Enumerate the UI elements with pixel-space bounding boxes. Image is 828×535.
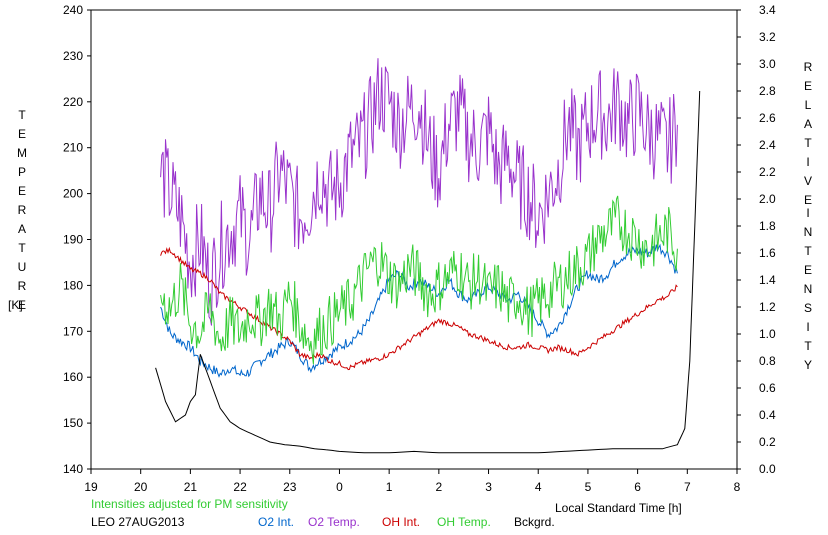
left-tick-label: 220: [63, 95, 83, 109]
right-axis-ticks: 0.0 0.2 0.4 0.6 0.8 1.0 1.2 1.4 1.6 1.8 2.0 2.2 2.4 2…: [737, 3, 776, 476]
left-tick-label: 140: [63, 462, 83, 476]
x-axis-label: Local Standard Time [h]: [555, 501, 682, 515]
left-tick-label: 190: [63, 233, 83, 247]
series-line-bckgrd: [155, 90, 701, 454]
left-axis-ticks: 140 150 160 170 180 190 200 210 220 230 240: [63, 3, 91, 476]
right-tick-label: 1.6: [759, 246, 776, 260]
series-line-oh-int: [160, 246, 678, 371]
right-tick-label: 3.4: [759, 3, 776, 17]
right-tick-label: 2.0: [759, 192, 776, 206]
right-tick-label: 0.4: [759, 408, 776, 422]
x-tick-label: 7: [684, 480, 691, 494]
legend-item: OH Temp.: [437, 515, 491, 529]
right-axis-label-relative: R E L A T I V E: [803, 60, 813, 207]
left-axis-unit: [K]: [8, 298, 23, 312]
x-tick-label: 19: [84, 480, 98, 494]
left-axis-label: T E M P E R A T U R E: [17, 108, 27, 312]
right-tick-label: 1.4: [759, 273, 776, 287]
right-tick-label: 2.6: [759, 111, 776, 125]
x-tick-label: 2: [436, 480, 443, 494]
x-tick-label: 20: [134, 480, 148, 494]
x-tick-label: 8: [734, 480, 741, 494]
legend-item: O2 Int.: [258, 515, 294, 529]
left-tick-label: 230: [63, 49, 83, 63]
right-tick-label: 2.2: [759, 165, 776, 179]
plot-frame: [90, 9, 738, 470]
legend: O2 Int. O2 Temp. OH Int. OH Temp. Bckgrd.: [258, 515, 555, 529]
right-tick-label: 0.2: [759, 435, 776, 449]
x-tick-label: 6: [634, 480, 641, 494]
x-tick-label: 22: [233, 480, 247, 494]
x-tick-label: 3: [485, 480, 492, 494]
right-tick-label: 2.4: [759, 138, 776, 152]
right-tick-label: 0.6: [759, 381, 776, 395]
right-axis-label-intensity: I N T E N S I T Y: [803, 206, 813, 372]
right-tick-label: 1.0: [759, 327, 776, 341]
x-tick-label: 4: [535, 480, 542, 494]
left-tick-label: 240: [63, 3, 83, 17]
x-tick-label: 23: [283, 480, 297, 494]
x-tick-label: 5: [585, 480, 592, 494]
x-tick-label: 21: [184, 480, 198, 494]
x-tick-label: 1: [386, 480, 393, 494]
series-line-o2-temp: [160, 58, 678, 326]
station-label: LEO 27AUG2013: [91, 515, 185, 529]
left-tick-label: 160: [63, 370, 83, 384]
left-tick-label: 200: [63, 187, 83, 201]
legend-item: Bckgrd.: [514, 515, 555, 529]
right-tick-label: 2.8: [759, 84, 776, 98]
right-tick-label: 3.0: [759, 57, 776, 71]
legend-item: OH Int.: [382, 515, 420, 529]
legend-item: O2 Temp.: [308, 515, 360, 529]
series-line-oh-temp: [160, 195, 678, 365]
x-axis-ticks: 19 20 21 22 23 0 1 2 3 4 5 6 7 8: [84, 469, 741, 494]
right-tick-label: 0.8: [759, 354, 776, 368]
right-tick-label: 1.8: [759, 219, 776, 233]
note-label: Intensities adjusted for PM sensitivity: [91, 497, 288, 511]
x-tick-label: 0: [336, 480, 343, 494]
series-layer: [155, 58, 701, 454]
left-tick-label: 210: [63, 141, 83, 155]
left-tick-label: 150: [63, 416, 83, 430]
right-tick-label: 3.2: [759, 30, 776, 44]
left-tick-label: 180: [63, 278, 83, 292]
right-tick-label: 1.2: [759, 300, 776, 314]
left-tick-label: 170: [63, 324, 83, 338]
right-tick-label: 0.0: [759, 462, 776, 476]
